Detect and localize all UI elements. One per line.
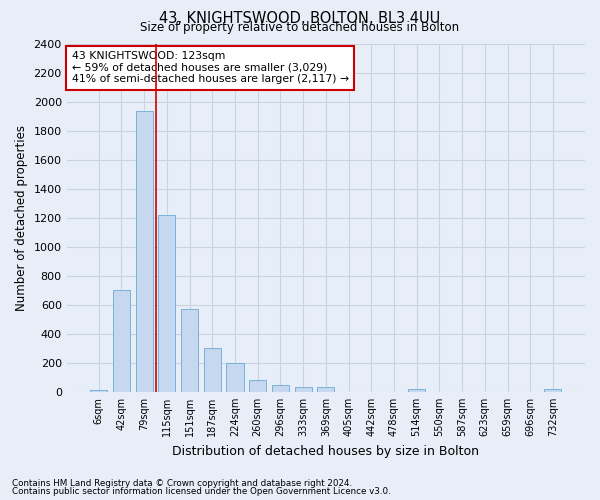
Bar — [317, 387, 334, 392]
Bar — [136, 110, 152, 392]
Bar — [158, 215, 175, 392]
Text: 43 KNIGHTSWOOD: 123sqm
← 59% of detached houses are smaller (3,029)
41% of semi-: 43 KNIGHTSWOOD: 123sqm ← 59% of detached… — [72, 51, 349, 84]
Bar — [90, 390, 107, 392]
Text: 43, KNIGHTSWOOD, BOLTON, BL3 4UU: 43, KNIGHTSWOOD, BOLTON, BL3 4UU — [160, 11, 440, 26]
Bar — [204, 348, 221, 392]
Text: Size of property relative to detached houses in Bolton: Size of property relative to detached ho… — [140, 22, 460, 35]
Text: Contains public sector information licensed under the Open Government Licence v3: Contains public sector information licen… — [12, 487, 391, 496]
Bar — [226, 363, 244, 392]
Bar — [408, 388, 425, 392]
Text: Contains HM Land Registry data © Crown copyright and database right 2024.: Contains HM Land Registry data © Crown c… — [12, 478, 352, 488]
Bar — [272, 386, 289, 392]
X-axis label: Distribution of detached houses by size in Bolton: Distribution of detached houses by size … — [172, 444, 479, 458]
Bar — [113, 290, 130, 392]
Bar — [249, 380, 266, 392]
Bar — [544, 389, 562, 392]
Y-axis label: Number of detached properties: Number of detached properties — [15, 125, 28, 311]
Bar — [295, 387, 311, 392]
Bar — [181, 310, 198, 392]
